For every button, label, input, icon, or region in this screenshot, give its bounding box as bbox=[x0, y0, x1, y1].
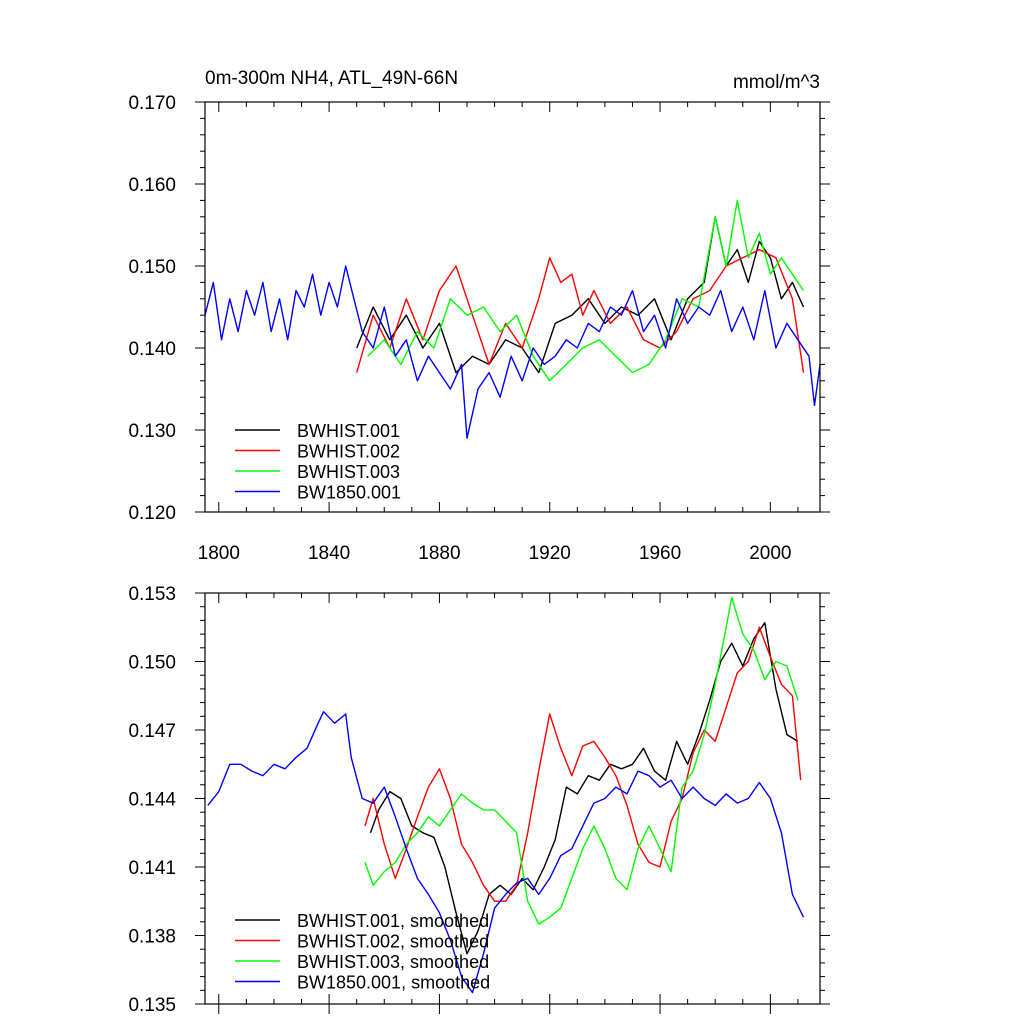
bottom-series-bw1850-001-smoothed bbox=[207, 711, 805, 994]
y-tick-label: 0.120 bbox=[128, 503, 176, 524]
top-plot-frame bbox=[204, 101, 821, 513]
legend-label: BWHIST.001 bbox=[297, 421, 400, 441]
top-series-bwhist-001 bbox=[356, 216, 805, 374]
x-tick-label: 1840 bbox=[308, 543, 350, 564]
chart-title: 0m-300m NH4, ATL_49N-66N bbox=[205, 68, 458, 89]
y-tick-label: 0.160 bbox=[128, 175, 176, 196]
legend-label: BWHIST.003 bbox=[297, 462, 400, 482]
bottom-series-bwhist-003-smoothed bbox=[364, 596, 799, 925]
bottom-panel: 0.135 0.138 0.141 0.144 0.147 0.150 0.153 BWHI… bbox=[128, 584, 830, 1016]
x-tick-label: 2000 bbox=[749, 543, 791, 564]
bottom-series-bwhist-001-smoothed bbox=[369, 622, 799, 955]
legend-label: BW1850.001 bbox=[297, 483, 401, 503]
x-tick-label: 1880 bbox=[418, 543, 460, 564]
x-tick-label: 1960 bbox=[639, 543, 681, 564]
bottom-series-lines bbox=[207, 596, 805, 994]
y-tick-label: 0.130 bbox=[128, 421, 176, 442]
top-series-bwhist-003 bbox=[367, 199, 805, 382]
top-series-bwhist-002 bbox=[356, 248, 805, 373]
y-tick-label: 0.170 bbox=[128, 93, 176, 114]
legend-label: BW1850.001, smoothed bbox=[297, 973, 490, 993]
y-tick-label: 0.147 bbox=[128, 721, 176, 742]
units-label: mmol/m^3 bbox=[733, 72, 820, 93]
y-tick-label: 0.141 bbox=[128, 858, 176, 879]
top-panel: 0m-300m NH4, ATL_49N-66N mmol/m^3 1800 18… bbox=[128, 68, 830, 564]
top-axes: 1800 1840 1880 1920 1960 2000 0.120 0.130 0.140 0… bbox=[128, 93, 830, 564]
legend-label: BWHIST.001, smoothed bbox=[297, 911, 489, 931]
y-tick-label: 0.140 bbox=[128, 339, 176, 360]
top-series-lines bbox=[204, 199, 821, 439]
x-tick-label: 1920 bbox=[529, 543, 571, 564]
y-tick-label: 0.150 bbox=[128, 653, 176, 674]
bottom-series-bwhist-002-smoothed bbox=[364, 626, 802, 902]
y-tick-label: 0.153 bbox=[128, 584, 176, 605]
y-tick-label: 0.138 bbox=[128, 927, 176, 948]
top-series-bw1850-001 bbox=[204, 265, 821, 439]
legend-label: BWHIST.002 bbox=[297, 442, 400, 462]
y-tick-label: 0.150 bbox=[128, 257, 176, 278]
x-tick-label: 1800 bbox=[198, 543, 240, 564]
legend-label: BWHIST.003, smoothed bbox=[297, 952, 489, 972]
bottom-axes: 0.135 0.138 0.141 0.144 0.147 0.150 0.153 bbox=[128, 584, 830, 1016]
y-tick-label: 0.135 bbox=[128, 995, 176, 1016]
y-tick-label: 0.144 bbox=[128, 790, 176, 811]
legend-label: BWHIST.002, smoothed bbox=[297, 932, 489, 952]
